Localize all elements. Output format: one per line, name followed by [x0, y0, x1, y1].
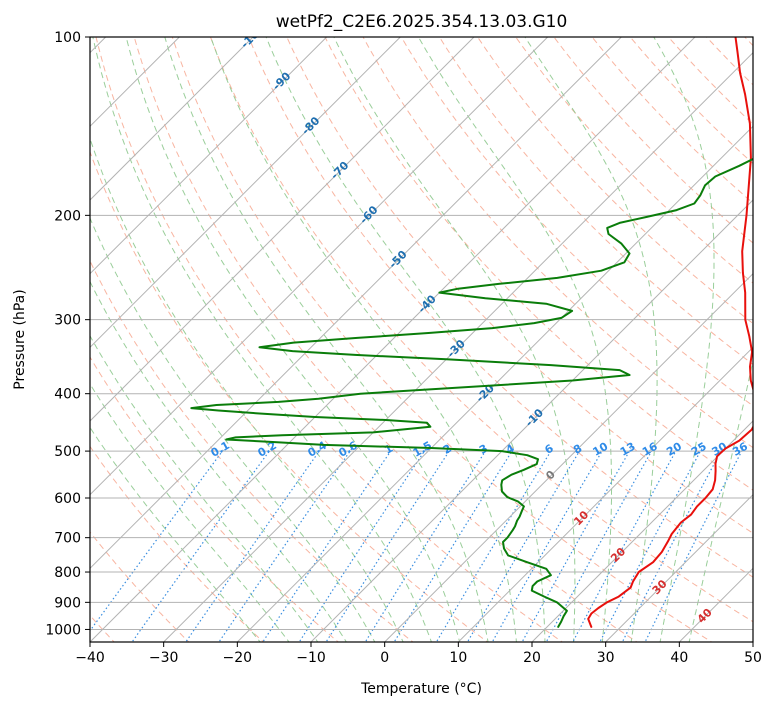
- mixing-ratio-line: [393, 448, 515, 642]
- chart-title: wetPf2_C2E6.2025.354.13.03.G10: [276, 12, 568, 32]
- y-tick-label: 100: [54, 30, 81, 46]
- isotherm-grid: [90, 37, 753, 642]
- x-axis-label: Temperature (°C): [360, 681, 482, 697]
- x-tick-label: 30: [597, 650, 615, 666]
- isotherm-line: [531, 420, 753, 642]
- mixing-ratio-line: [298, 448, 427, 642]
- y-tick-label: 900: [54, 595, 81, 611]
- isotherm-line: [90, 37, 254, 201]
- mixing-ratio-line: [364, 448, 488, 642]
- isotherm-line: [384, 272, 753, 642]
- isotherm-line: [163, 51, 753, 642]
- isotherm-line: [90, 37, 696, 642]
- mixing-ratio-line: [521, 448, 632, 642]
- mixing-ratio-line: [545, 448, 654, 642]
- y-tick-label: 600: [54, 491, 81, 507]
- y-tick-label: 1000: [45, 622, 81, 638]
- x-tick-label: 40: [670, 650, 688, 666]
- x-axis-ticks: −40 −30 −20 −10 0 10 20 30 40 50: [75, 642, 762, 666]
- isotherm-line: [310, 199, 753, 642]
- x-tick-label: 10: [449, 650, 467, 666]
- isotherm-line: [90, 37, 328, 275]
- x-tick-label: −10: [296, 650, 326, 666]
- isotherm-line: [90, 37, 549, 496]
- y-axis-ticks: 100 200 300 400 500 600 700 800 900 1000: [45, 30, 90, 638]
- x-tick-label: −40: [75, 650, 105, 666]
- y-axis-label: Pressure (hPa): [12, 289, 28, 389]
- mixing-ratio-line: [262, 448, 393, 642]
- plot-area: -100-90-80-70-60-50-40-30-20-10010203040…: [90, 37, 753, 642]
- y-tick-label: 400: [54, 387, 81, 403]
- x-tick-label: 50: [744, 650, 762, 666]
- mixing-ratio-line: [131, 448, 272, 642]
- y-tick-label: 700: [54, 531, 81, 547]
- temperature-profile-line: [587, 37, 753, 628]
- isotherm-line: [605, 493, 753, 642]
- x-tick-label: 20: [523, 650, 541, 666]
- x-tick-label: 0: [380, 650, 389, 666]
- pressure-grid: [90, 37, 753, 630]
- y-tick-label: 300: [54, 313, 81, 329]
- y-tick-label: 200: [54, 208, 81, 224]
- x-tick-label: −30: [149, 650, 179, 666]
- mixing-ratio-line: [185, 448, 322, 642]
- mixing-ratio-line: [218, 448, 353, 642]
- mixing-ratio-line: [466, 448, 582, 642]
- isotherm-line: [90, 37, 401, 349]
- isotherm-line: [457, 346, 753, 642]
- isotherm-line: [90, 37, 475, 422]
- mixing-ratio-line: [435, 448, 554, 642]
- isotherm-line: [236, 125, 753, 642]
- y-tick-label: 500: [54, 444, 81, 460]
- profile-series: [190, 37, 753, 628]
- y-tick-label: 800: [54, 565, 81, 581]
- dry-adiabat-line: [90, 259, 414, 642]
- dry-adiabat-line: [90, 150, 489, 642]
- plot-frame: [89, 36, 754, 643]
- mixing-ratio-line: [621, 448, 723, 642]
- x-tick-label: −20: [223, 650, 253, 666]
- moist-adiabat-line: [90, 216, 376, 642]
- isotherm-line: [90, 37, 622, 570]
- dewpoint-profile-line: [190, 157, 753, 628]
- mixing-ratio-line: [325, 448, 452, 642]
